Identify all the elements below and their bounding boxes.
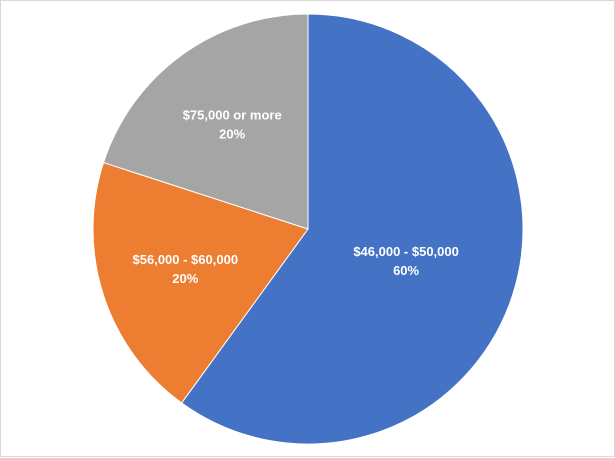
pie-slice-2 [102,13,309,230]
slice-percent-label-1: 20% [172,271,198,286]
slice-percent-label-0: 60% [393,263,419,278]
pie-slice-0 [180,13,524,445]
slice-category-label-0: $46,000 - $50,000 [353,244,459,259]
slice-category-label-2: $75,000 or more [183,108,282,123]
slice-category-label-1: $56,000 - $60,000 [133,252,239,267]
pie-slice-1 [92,161,309,404]
slice-percent-label-2: 20% [219,127,245,142]
